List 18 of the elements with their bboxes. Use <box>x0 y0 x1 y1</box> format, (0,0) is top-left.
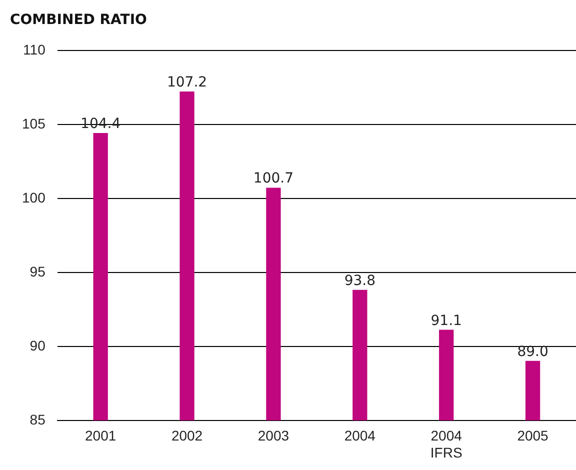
data-label: 100.7 <box>253 170 294 187</box>
y-tick-label: 110 <box>23 41 46 58</box>
x-tick-label: 2003 <box>258 428 290 444</box>
x-tick-label: 2004 <box>344 428 376 444</box>
y-tick-label: 90 <box>30 337 46 354</box>
y-tick-label: 95 <box>30 263 46 280</box>
y-tick-label: 100 <box>22 189 46 206</box>
x-tick-label: 2005 <box>517 428 549 444</box>
y-tick-label: 85 <box>30 411 46 428</box>
x-tick-label: 2002 <box>171 428 203 444</box>
x-tick-label: 2004 IFRS <box>430 428 462 460</box>
data-label: 89.0 <box>517 344 548 360</box>
y-tick-label: 105 <box>22 115 46 132</box>
chart-title: COMBINED RATIO <box>10 12 147 28</box>
data-label: 91.1 <box>430 312 462 329</box>
data-label: 93.8 <box>344 272 376 289</box>
data-label: 107.2 <box>166 74 208 90</box>
x-tick-label: 2001 <box>85 428 116 444</box>
